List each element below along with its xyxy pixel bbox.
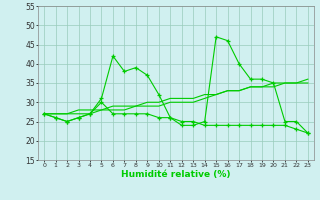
- X-axis label: Humidité relative (%): Humidité relative (%): [121, 170, 231, 179]
